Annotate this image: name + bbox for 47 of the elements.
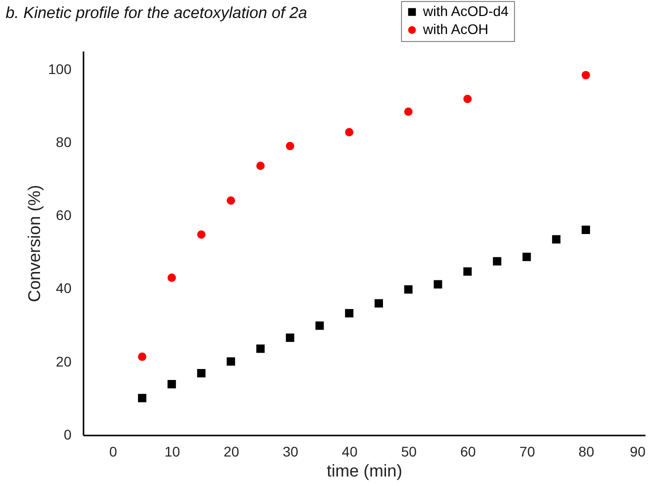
point — [168, 274, 176, 282]
point — [492, 257, 502, 266]
x-axis-title: time (min) — [326, 462, 402, 480]
point — [256, 162, 265, 170]
x-tick-label: 90 — [630, 444, 646, 460]
point — [138, 352, 146, 361]
point — [345, 309, 354, 318]
point — [168, 380, 176, 388]
legend-label: with AcOH — [422, 21, 488, 37]
point — [582, 226, 590, 234]
y-tick-label: 60 — [56, 207, 72, 224]
x-tick-label: 60 — [460, 444, 476, 460]
point — [374, 299, 383, 308]
y-tick-label: 0 — [64, 426, 72, 442]
point — [286, 334, 294, 342]
point — [463, 94, 472, 104]
x-tick-label: 30 — [282, 444, 299, 460]
y-axis-title: Conversion (%) — [25, 184, 44, 302]
point — [197, 230, 206, 239]
x-tick-label: 40 — [342, 444, 358, 460]
point — [345, 128, 354, 136]
point — [404, 285, 413, 294]
legend-label: with AcOD-d4 — [422, 3, 509, 19]
point — [315, 321, 324, 330]
point — [256, 344, 265, 353]
point — [582, 70, 590, 80]
y-tick-label: 40 — [56, 280, 72, 296]
x-tick-label: 10 — [164, 444, 180, 460]
point — [286, 142, 294, 150]
point — [404, 108, 413, 116]
x-tick-label: 80 — [578, 444, 594, 460]
y-tick-label: 80 — [56, 134, 72, 150]
x-tick-label: 70 — [519, 444, 536, 460]
x-tick-label: 50 — [401, 444, 417, 460]
point — [197, 369, 206, 378]
point — [226, 196, 236, 205]
point — [226, 357, 236, 366]
point — [552, 235, 560, 244]
point — [138, 394, 146, 402]
y-tick-label: 100 — [48, 60, 72, 77]
point — [434, 280, 442, 289]
chart-title: b. Kinetic profile for the acetoxylation of 2a — [6, 5, 308, 22]
x-tick-label: 20 — [224, 444, 240, 460]
x-tick-label: 0 — [109, 444, 118, 460]
point — [522, 252, 531, 262]
y-tick-label: 20 — [56, 353, 72, 370]
point — [463, 267, 472, 276]
